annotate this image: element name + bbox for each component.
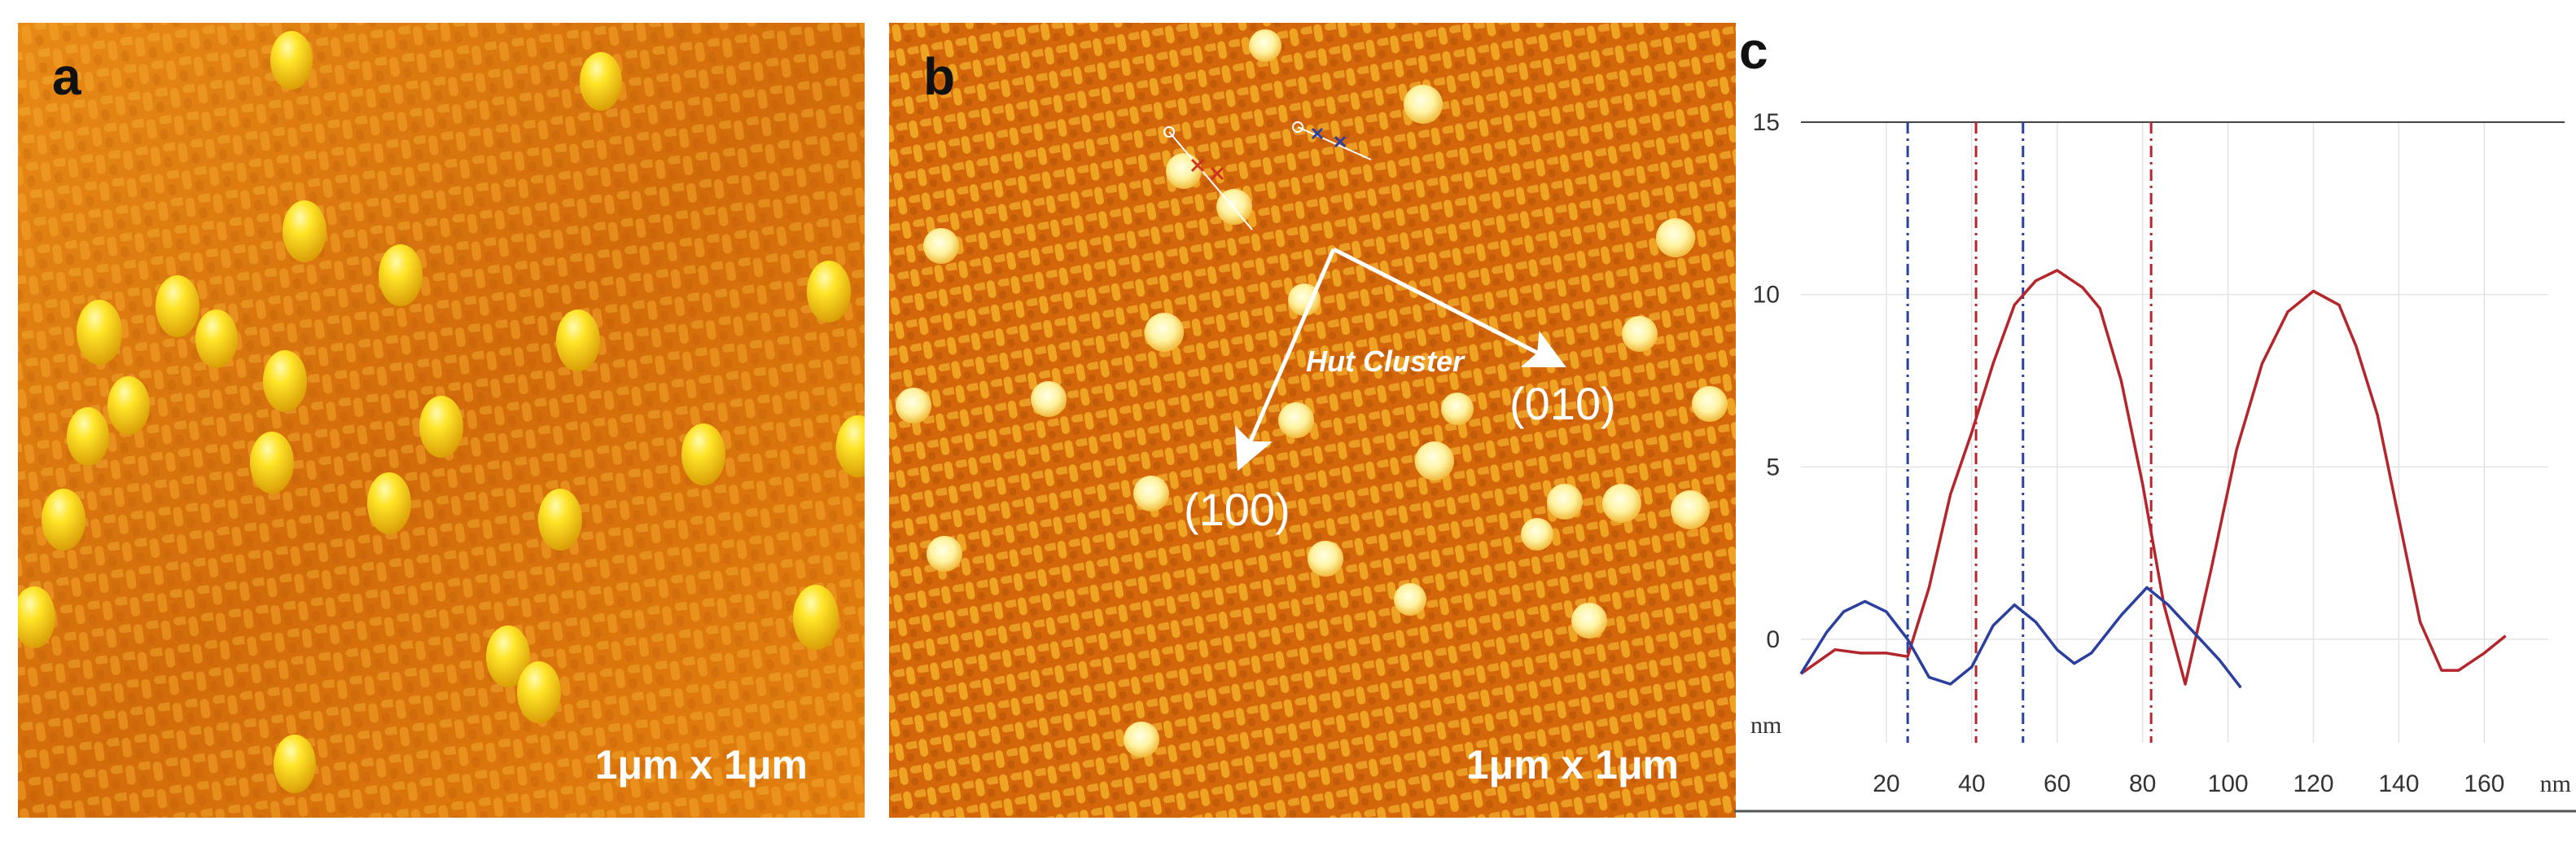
scale-label-b: 1μm x 1μm xyxy=(1465,742,1679,788)
height-profile-panel-c: c 0 5 10 15 20 40 60 80 100 120 140 160 nm nm xyxy=(1734,0,2576,847)
x-tick-label: 20 xyxy=(1873,770,1899,797)
profile-series-line xyxy=(1799,269,2507,686)
line-profile-markers xyxy=(1163,121,1372,230)
x-unit-label: nm xyxy=(2540,770,2571,797)
afm-2d-surface xyxy=(889,23,1736,818)
y-tick-label: 15 xyxy=(1753,109,1780,136)
direction-010-label: (010) xyxy=(1509,378,1616,429)
y-unit-label: nm xyxy=(1750,712,1781,739)
x-tick-label: 120 xyxy=(2293,770,2333,797)
afm-image-panel-b: b Hut Cluster (010) (100) 1μm x 1μm xyxy=(889,23,1736,818)
x-tick-label: 160 xyxy=(2464,770,2504,797)
profile-series-line xyxy=(1799,586,2242,689)
y-tick-label: 5 xyxy=(1766,454,1780,481)
afm-3d-surface xyxy=(18,23,865,818)
hut-cluster-dots xyxy=(896,29,1728,757)
afm-image-panel-a: a 1μm x 1μm xyxy=(18,23,865,818)
y-tick-label: 10 xyxy=(1753,282,1780,309)
height-profile-chart: 0 5 10 15 20 40 60 80 100 120 140 160 nm nm xyxy=(1734,109,2576,813)
x-tick-label: 60 xyxy=(2044,770,2070,797)
x-tick-label: 80 xyxy=(2129,770,2156,797)
x-tick-label: 40 xyxy=(1958,770,1985,797)
x-tick-label: 100 xyxy=(2208,770,2249,797)
scale-label-a: 1μm x 1μm xyxy=(594,742,808,788)
panel-letter-c: c xyxy=(1739,21,1768,80)
panel-letter-a: a xyxy=(52,47,81,106)
y-tick-label: 0 xyxy=(1766,626,1780,653)
hut-cluster-label: Hut Cluster xyxy=(1306,345,1465,378)
panel-letter-b: b xyxy=(923,47,956,106)
x-tick-label: 140 xyxy=(2378,770,2419,797)
crystal-direction-arrows xyxy=(1234,247,1566,472)
direction-100-label: (100) xyxy=(1184,484,1290,535)
hut-cluster-peaks xyxy=(18,31,865,793)
